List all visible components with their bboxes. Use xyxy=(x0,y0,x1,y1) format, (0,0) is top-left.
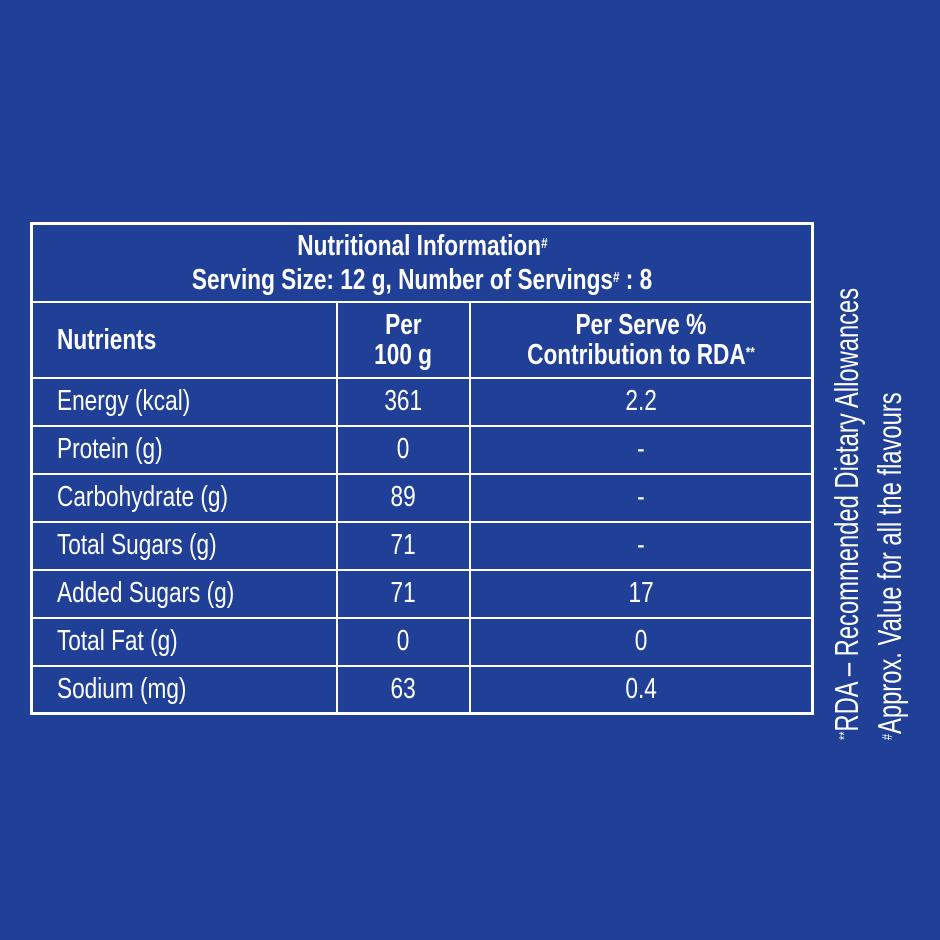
table-row: Carbohydrate (g) 89 - xyxy=(30,472,814,523)
nutrient-name: Carbohydrate (g) xyxy=(30,472,338,523)
per-100g-value: 71 xyxy=(335,520,471,571)
table-row: Total Fat (g) 0 0 xyxy=(30,616,814,667)
nutrient-name: Total Sugars (g) xyxy=(30,520,338,571)
per-100g-value: 89 xyxy=(335,472,471,523)
serving-text: Serving Size: 12 g, Number of Servings xyxy=(191,263,613,296)
footnote-rda: **RDA – Recommended Dietary Allowances xyxy=(828,287,865,740)
serving-mark: # xyxy=(612,268,620,286)
nutrition-table: Nutritional Information# Serving Size: 1… xyxy=(30,222,814,715)
footnote-approx: #Approx. Value for all the flavours xyxy=(871,392,908,740)
rda-value: 0 xyxy=(468,616,814,667)
header-nutrients: Nutrients xyxy=(30,300,338,379)
title-mark: # xyxy=(540,234,548,252)
footnotes: **RDA – Recommended Dietary Allowances #… xyxy=(825,280,915,740)
rda-value: 0.4 xyxy=(468,664,814,715)
per-100g-value: 71 xyxy=(335,568,471,619)
title-text: Nutritional Information xyxy=(296,229,541,262)
nutrient-name: Added Sugars (g) xyxy=(30,568,338,619)
table-row: Energy (kcal) 361 2.2 xyxy=(30,376,814,427)
header-per-100g: Per 100 g xyxy=(335,300,471,379)
table-row: Sodium (mg) 63 0.4 xyxy=(30,664,814,715)
table-row: Added Sugars (g) 71 17 xyxy=(30,568,814,619)
per-100g-value: 63 xyxy=(335,664,471,715)
table-row: Protein (g) 0 - xyxy=(30,424,814,475)
nutrient-name: Protein (g) xyxy=(30,424,338,475)
rda-value: 2.2 xyxy=(468,376,814,427)
nutrient-name: Total Fat (g) xyxy=(30,616,338,667)
per-100g-value: 0 xyxy=(335,424,471,475)
rda-value: - xyxy=(468,424,814,475)
rda-value: - xyxy=(468,520,814,571)
nutrient-name: Sodium (mg) xyxy=(30,664,338,715)
header-rda: Per Serve % Contribution to RDA** xyxy=(468,300,814,379)
table-row: Total Sugars (g) 71 - xyxy=(30,520,814,571)
table-title: Nutritional Information# Serving Size: 1… xyxy=(30,222,814,303)
rda-value: - xyxy=(468,472,814,523)
per-100g-value: 361 xyxy=(335,376,471,427)
serving-count: : 8 xyxy=(619,263,653,296)
nutrient-name: Energy (kcal) xyxy=(30,376,338,427)
rda-value: 17 xyxy=(468,568,814,619)
per-100g-value: 0 xyxy=(335,616,471,667)
